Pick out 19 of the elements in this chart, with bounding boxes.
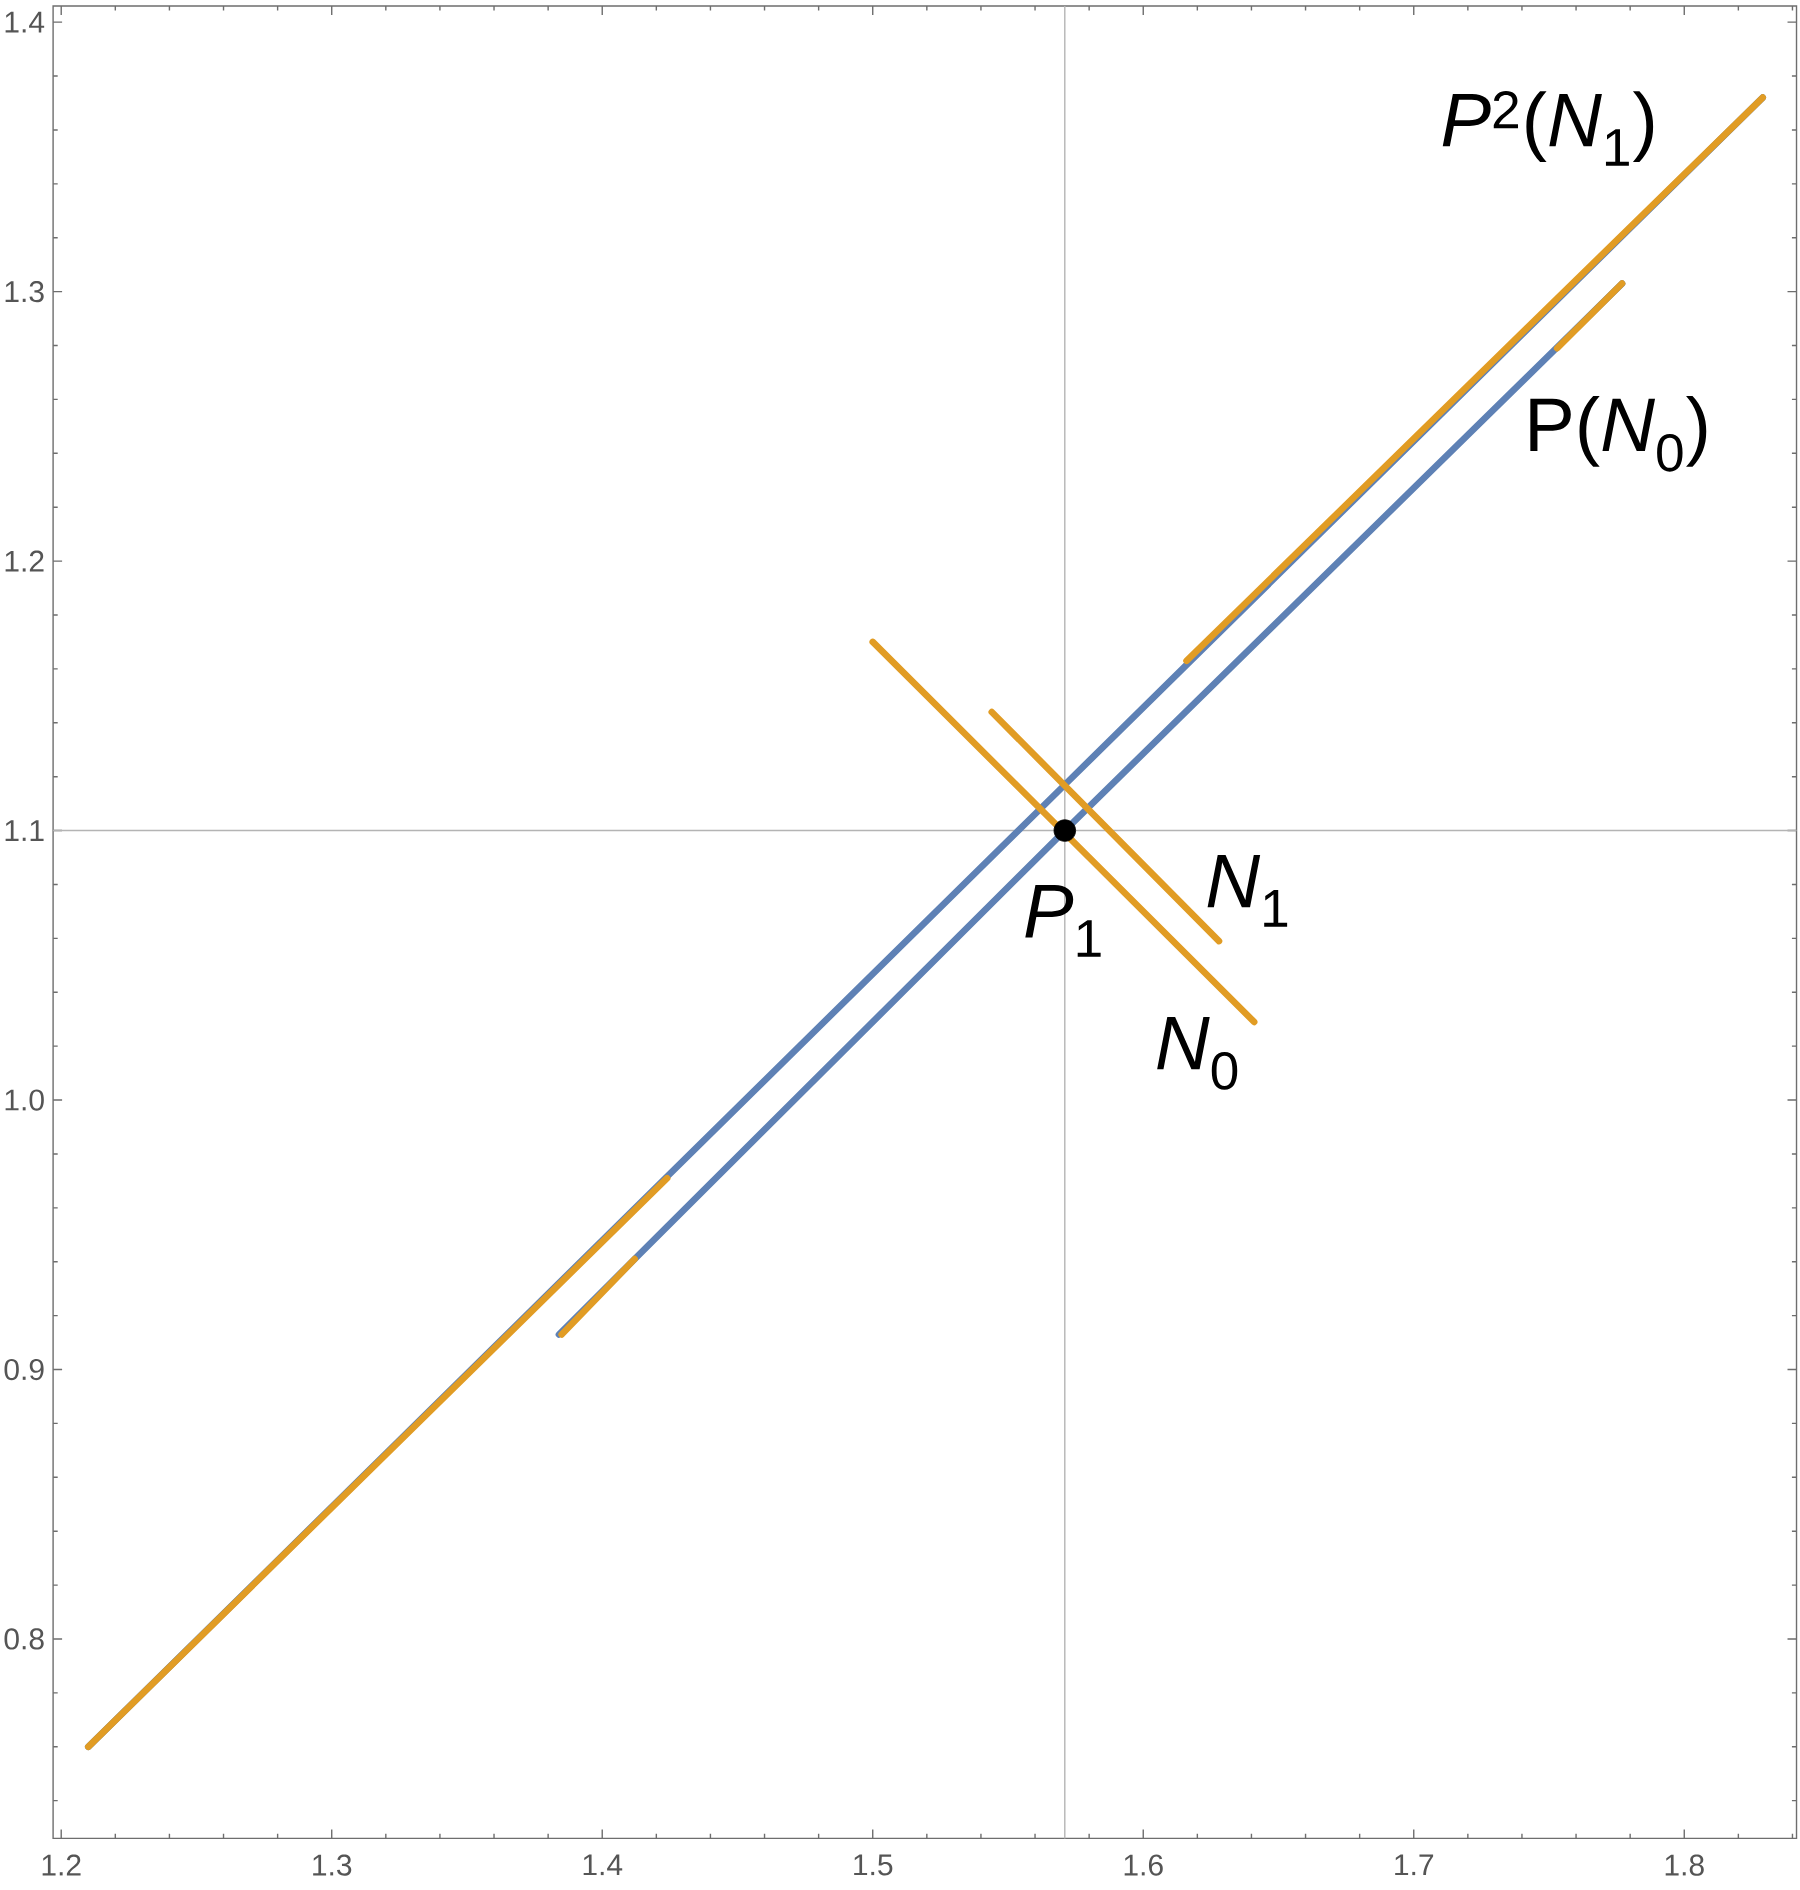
x-tick-label: 1.4 [583, 1854, 623, 1876]
y-tick-label: 1.3 [5, 281, 44, 303]
y-tick-label: 1.2 [5, 550, 44, 572]
x-tick-label: 1.8 [1665, 1854, 1704, 1876]
annotation: N$_{1}$ [1207, 854, 1288, 927]
y-tick-label: 0.8 [4, 1628, 44, 1650]
x-tick-label: 1.3 [313, 1854, 352, 1876]
y-tick-label: 1.1 [5, 820, 44, 841]
x-tick-label: 1.7 [1395, 1854, 1434, 1876]
annotation: P$_{1}$ [1025, 885, 1101, 957]
x-tick-label: 1.5 [854, 1854, 893, 1876]
x-tick-label: 1.2 [42, 1854, 81, 1876]
y-tick-label: 0.9 [4, 1358, 44, 1381]
annotation: P(N$_{0}$) [1530, 396, 1707, 472]
annotation: P$^{2}$(N$_{1}$) [1442, 91, 1654, 166]
y-tick-label: 1.0 [5, 1089, 44, 1111]
x-tick-label: 1.6 [1124, 1854, 1163, 1876]
annotation: N$_{0}$ [1157, 1016, 1238, 1090]
y-tick-label: 1.4 [5, 11, 45, 33]
